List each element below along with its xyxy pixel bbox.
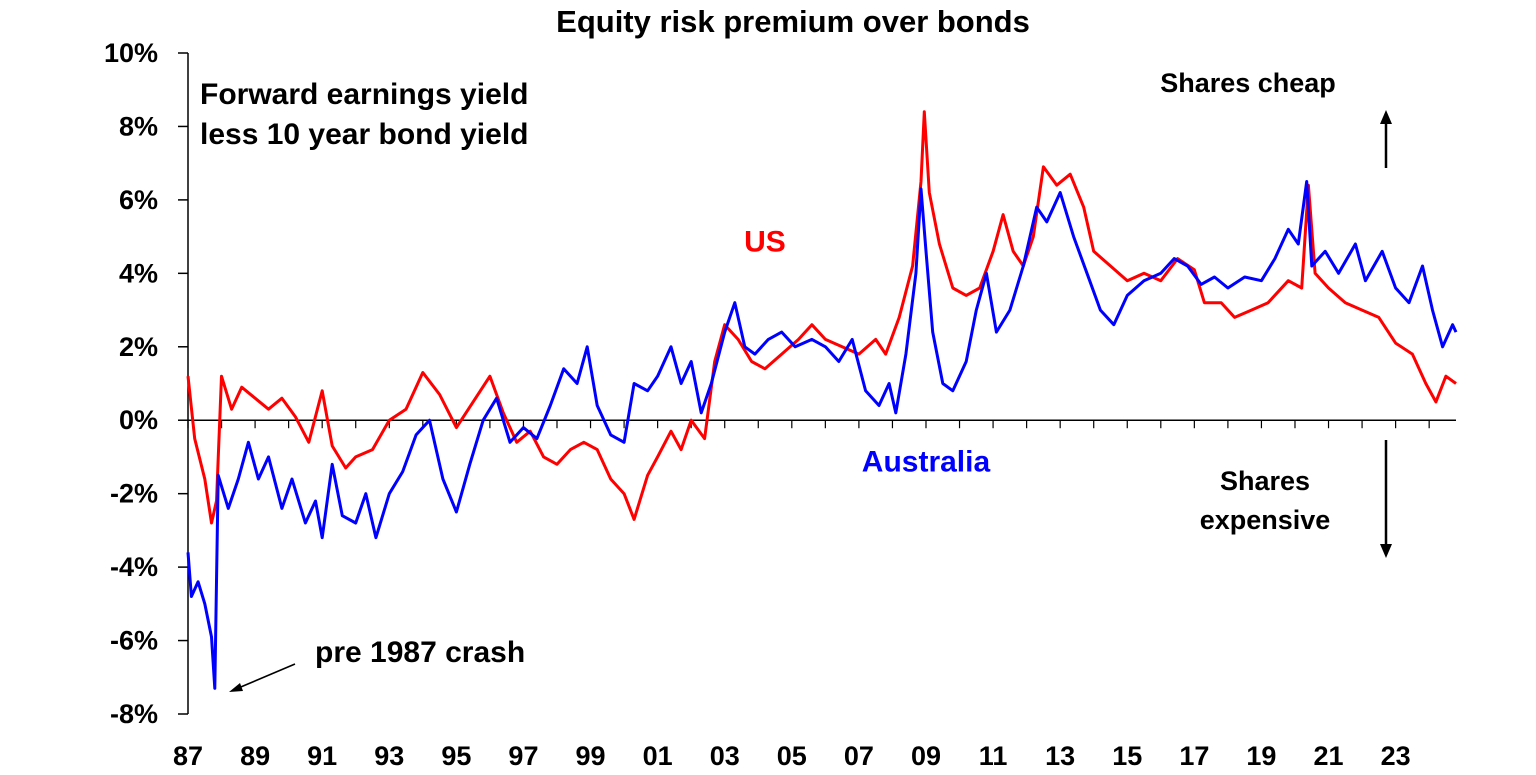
y-tick-label: -6%	[110, 626, 158, 656]
y-tick-label: 0%	[119, 405, 158, 435]
crash-pointer-arrow-icon	[229, 663, 296, 692]
chart-axes: 10% 8% 6% 4% 2% 0% -2% -4% -6% -8% 87 89 91 93 95 97 99 0…	[104, 38, 1456, 771]
x-tick-label: 99	[576, 741, 606, 771]
series-label-us: US	[744, 225, 786, 258]
annotation-shares-expensive-line-2: expensive	[1200, 505, 1331, 535]
x-tick-label: 97	[508, 741, 538, 771]
series-line-us	[186, 110, 1457, 525]
x-tick-label: 95	[441, 741, 471, 771]
x-tick-label: 11	[979, 741, 1008, 771]
x-tick-label: 91	[307, 741, 337, 771]
x-tick-label: 15	[1112, 741, 1142, 771]
annotation-pre-1987-crash: pre 1987 crash	[315, 636, 525, 669]
chart-title: Equity risk premium over bonds	[556, 4, 1030, 39]
x-tick-label: 05	[777, 741, 807, 771]
y-tick-label: 2%	[119, 332, 158, 362]
y-tick-label: -2%	[110, 479, 158, 509]
x-tick-label: 87	[173, 741, 203, 771]
y-tick-label: 8%	[119, 111, 158, 141]
arrow-down-icon	[1380, 440, 1392, 558]
x-tick-label: 93	[374, 741, 404, 771]
chart-subtitle-line-1: Forward earnings yield	[200, 78, 528, 111]
chart-subtitle-line-2: less 10 year bond yield	[200, 118, 529, 151]
x-tick-label: 09	[911, 741, 941, 771]
y-tick-label: 4%	[119, 258, 158, 288]
x-tick-label: 23	[1381, 741, 1411, 771]
series-label-australia: Australia	[862, 446, 991, 479]
y-tick-label: 6%	[119, 185, 158, 215]
x-tick-label: 01	[643, 741, 673, 771]
x-tick-label: 89	[240, 741, 270, 771]
y-tick-label: -8%	[110, 699, 158, 729]
x-tick-label: 19	[1246, 741, 1276, 771]
x-tick-label: 13	[1045, 741, 1075, 771]
y-tick-label: -4%	[110, 552, 158, 582]
chart-series-layer	[186, 110, 1458, 690]
x-tick-label: 21	[1314, 741, 1344, 771]
x-tick-label: 17	[1179, 741, 1209, 771]
x-tick-label: 07	[844, 741, 874, 771]
y-tick-label: 10%	[104, 38, 158, 68]
arrow-up-icon	[1380, 110, 1392, 168]
series-line-australia	[186, 180, 1458, 690]
annotation-shares-cheap: Shares cheap	[1160, 68, 1336, 98]
annotation-shares-expensive-line-1: Shares	[1220, 466, 1310, 496]
x-tick-label: 03	[710, 741, 740, 771]
